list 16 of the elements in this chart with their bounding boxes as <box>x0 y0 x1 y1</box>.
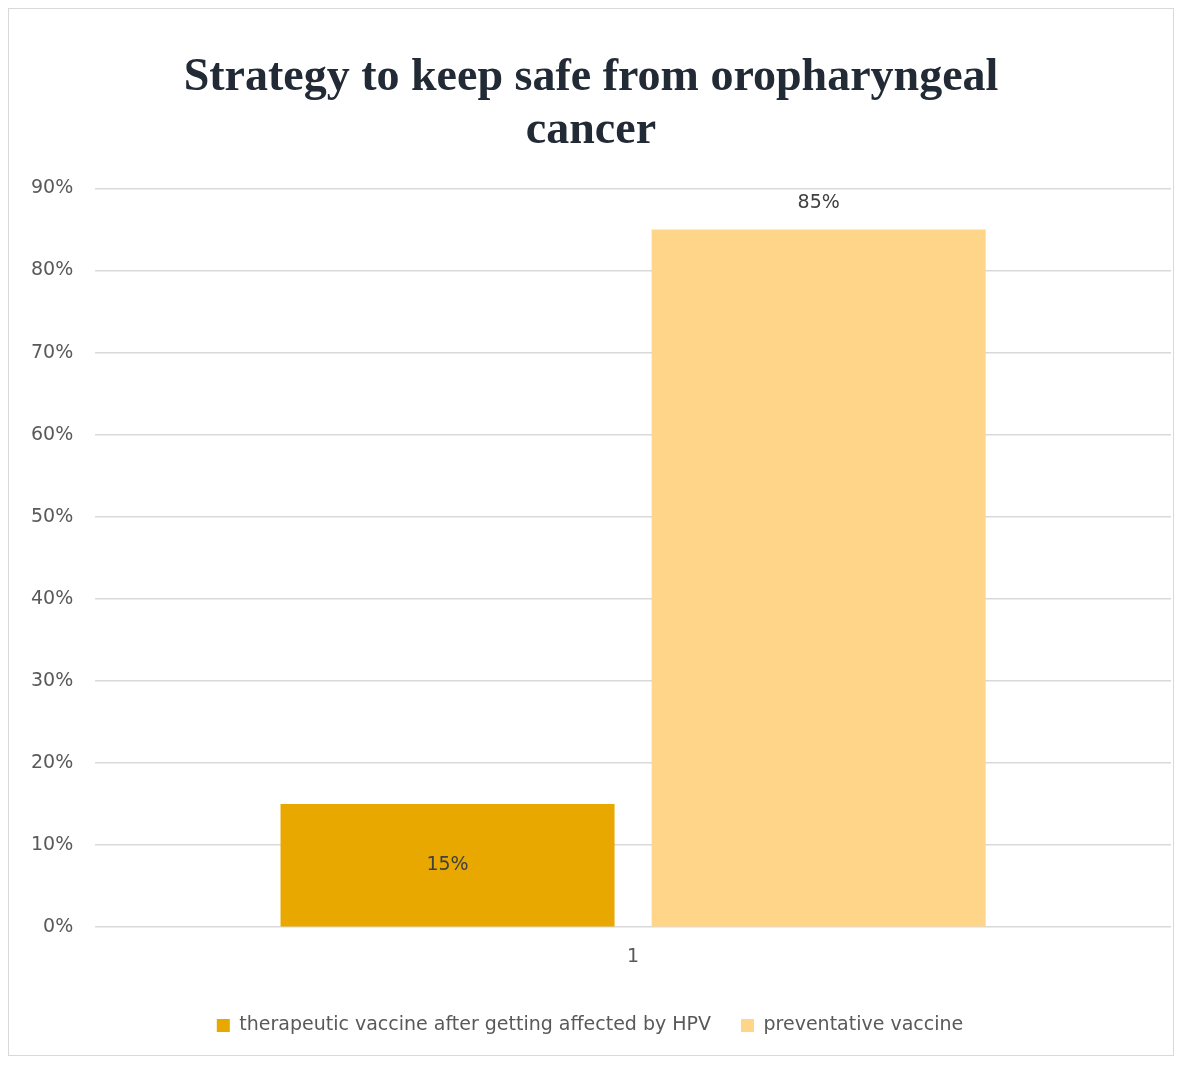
x-tick-label: 1 <box>627 943 640 966</box>
y-tick-label: 10% <box>31 831 74 854</box>
y-tick-label: 90% <box>31 175 74 198</box>
y-tick-label: 60% <box>31 421 74 444</box>
legend-label: preventative vaccine <box>763 1012 964 1035</box>
y-tick-label: 0% <box>43 913 74 936</box>
chart-title: Strategy to keep safe from oropharyngeal cancer <box>182 48 1000 155</box>
y-tick-label: 50% <box>31 503 74 526</box>
data-label: 15% <box>426 851 469 874</box>
y-tick-label: 40% <box>31 585 74 608</box>
data-label: 85% <box>797 190 840 213</box>
legend-label: therapeutic vaccine after getting affected by HPV <box>239 1012 712 1035</box>
y-tick-label: 20% <box>31 749 74 772</box>
y-tick-label: 70% <box>31 339 74 362</box>
y-tick-label: 30% <box>31 667 74 690</box>
y-tick-label: 80% <box>31 257 74 280</box>
